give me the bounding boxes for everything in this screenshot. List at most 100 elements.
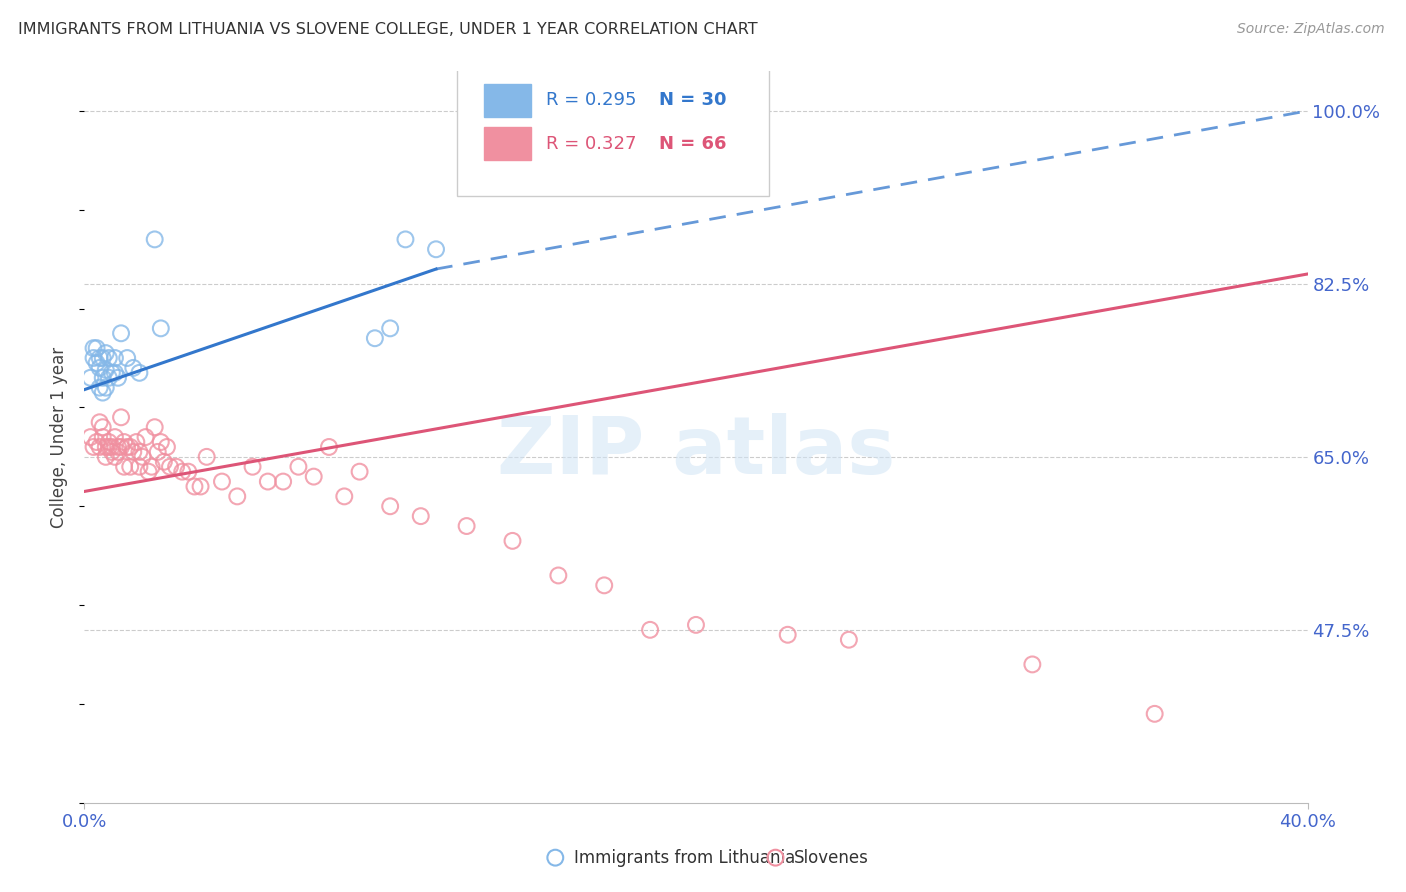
Text: Slovenes: Slovenes	[794, 848, 869, 867]
Point	[149, 435, 172, 450]
Text: R = 0.327: R = 0.327	[546, 135, 636, 153]
Point	[122, 445, 145, 459]
Point	[143, 232, 166, 246]
Point	[394, 232, 416, 246]
Text: N = 66: N = 66	[659, 135, 727, 153]
Point	[153, 455, 176, 469]
Point	[333, 489, 356, 503]
Point	[143, 420, 166, 434]
Point	[776, 628, 799, 642]
Point	[91, 351, 114, 365]
Point	[110, 410, 132, 425]
Point	[107, 445, 129, 459]
Point	[425, 242, 447, 256]
Text: ZIP atlas: ZIP atlas	[496, 413, 896, 491]
Point	[115, 351, 138, 365]
Point	[638, 623, 661, 637]
Point	[83, 440, 105, 454]
Point	[107, 440, 129, 454]
Point	[349, 465, 371, 479]
Point	[177, 465, 200, 479]
Point	[287, 459, 309, 474]
Point	[156, 440, 179, 454]
Point	[112, 435, 135, 450]
Point	[91, 371, 114, 385]
Point	[101, 366, 124, 380]
Point	[86, 435, 108, 450]
Point	[141, 459, 163, 474]
Point	[302, 469, 325, 483]
Point	[128, 366, 150, 380]
Point	[97, 351, 120, 365]
Point	[1143, 706, 1166, 721]
Text: Immigrants from Lithuania: Immigrants from Lithuania	[574, 848, 794, 867]
Point	[94, 346, 117, 360]
Point	[112, 459, 135, 474]
Point	[86, 356, 108, 370]
Point	[91, 430, 114, 444]
Point	[838, 632, 860, 647]
Point	[120, 440, 142, 454]
Point	[89, 381, 111, 395]
Point	[502, 533, 524, 548]
Point	[107, 371, 129, 385]
Point	[380, 500, 402, 514]
Point	[120, 459, 142, 474]
Point	[79, 430, 101, 444]
Point	[257, 475, 280, 489]
Point	[685, 618, 707, 632]
Point	[91, 420, 114, 434]
Point	[146, 445, 169, 459]
Point	[83, 341, 105, 355]
Point	[89, 415, 111, 429]
Point	[83, 351, 105, 365]
Point	[110, 440, 132, 454]
Point	[183, 479, 205, 493]
Point	[128, 459, 150, 474]
Point	[125, 435, 148, 450]
Point	[110, 326, 132, 341]
Point	[159, 459, 181, 474]
Point	[94, 450, 117, 464]
Point	[318, 440, 340, 454]
Point	[104, 351, 127, 365]
Y-axis label: College, Under 1 year: College, Under 1 year	[51, 346, 69, 528]
Point	[89, 360, 111, 375]
Point	[149, 321, 172, 335]
FancyBboxPatch shape	[457, 68, 769, 195]
Point	[135, 430, 157, 444]
Point	[101, 440, 124, 454]
Point	[94, 440, 117, 454]
Point	[593, 578, 616, 592]
Point	[128, 445, 150, 459]
Point	[122, 360, 145, 375]
Point	[91, 385, 114, 400]
Point	[409, 509, 432, 524]
Point	[131, 450, 153, 464]
Point	[138, 465, 160, 479]
Point	[1021, 657, 1043, 672]
Point	[86, 341, 108, 355]
Point	[94, 381, 117, 395]
Point	[190, 479, 212, 493]
Point	[97, 371, 120, 385]
Point	[101, 445, 124, 459]
Point	[271, 475, 294, 489]
Point	[89, 351, 111, 365]
Point	[79, 371, 101, 385]
Point	[89, 440, 111, 454]
Point	[172, 465, 194, 479]
Point	[547, 568, 569, 582]
Text: Source: ZipAtlas.com: Source: ZipAtlas.com	[1237, 22, 1385, 37]
Point	[115, 440, 138, 454]
Point	[165, 459, 187, 474]
Point	[226, 489, 249, 503]
Point	[380, 321, 402, 335]
Text: IMMIGRANTS FROM LITHUANIA VS SLOVENE COLLEGE, UNDER 1 YEAR CORRELATION CHART: IMMIGRANTS FROM LITHUANIA VS SLOVENE COL…	[18, 22, 758, 37]
FancyBboxPatch shape	[484, 128, 531, 161]
Point	[456, 519, 478, 533]
Point	[195, 450, 218, 464]
Point	[97, 435, 120, 450]
Point	[104, 450, 127, 464]
Text: N = 30: N = 30	[659, 91, 727, 109]
